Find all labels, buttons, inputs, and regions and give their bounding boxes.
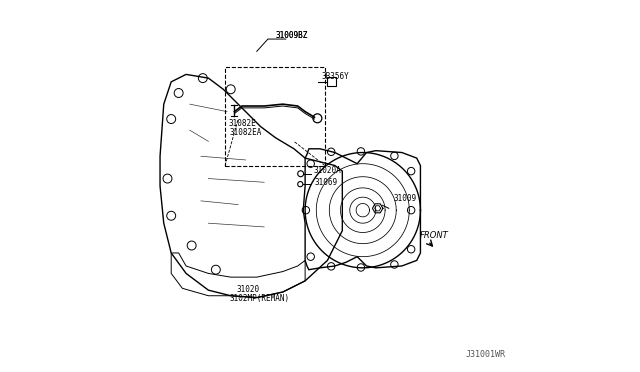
Text: 31009BZ: 31009BZ [275,31,308,40]
Bar [328,77,335,86]
Text: 31009: 31009 [394,194,417,203]
Bar [225,67,325,166]
Text: 3B356Y: 3B356Y [322,72,349,81]
Text: 31020: 31020 [236,285,259,294]
Text: 31009BZ: 31009BZ [275,31,308,40]
Text: 31069: 31069 [314,178,337,187]
Text: 31020A: 31020A [314,166,341,175]
Text: J31001WR: J31001WR [465,350,505,359]
Text: FRONT: FRONT [420,231,449,240]
Text: 31082E: 31082E [229,119,257,128]
Text: 31082EA: 31082EA [230,128,262,137]
Text: 3102MP(REMAN): 3102MP(REMAN) [230,294,290,303]
